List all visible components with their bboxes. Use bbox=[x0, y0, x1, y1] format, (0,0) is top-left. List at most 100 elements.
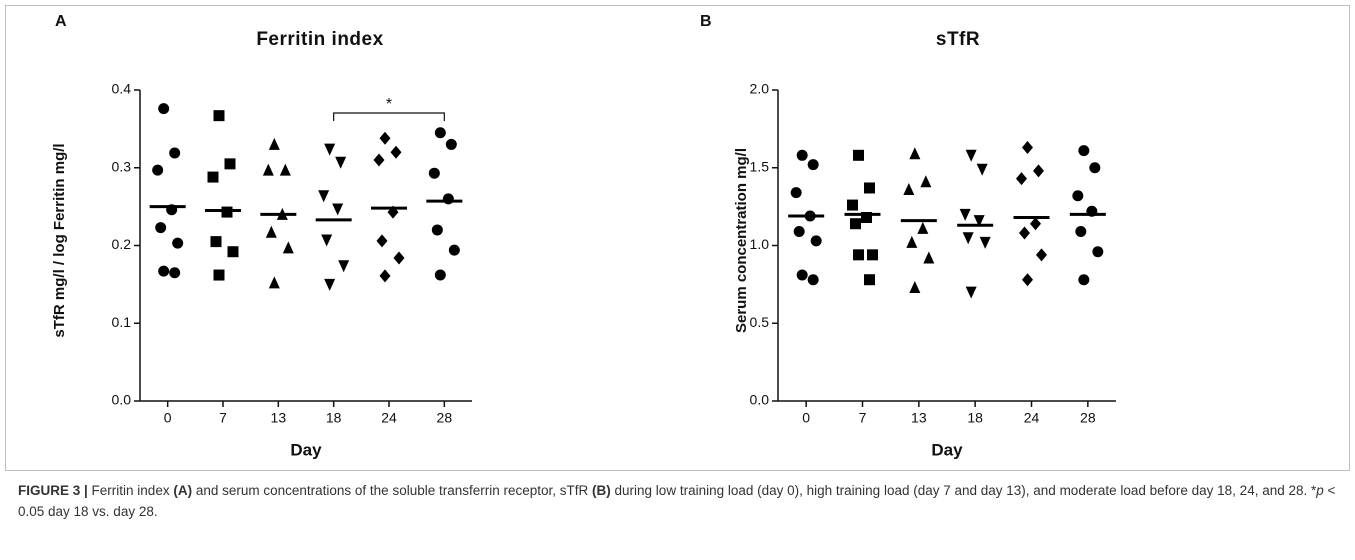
point bbox=[796, 149, 808, 161]
point bbox=[262, 163, 274, 176]
y-axis-title: sTfR mg/l / log Ferritin mg/l bbox=[51, 143, 68, 337]
figure-frame bbox=[5, 5, 1350, 471]
caption-run: and serum concentrations of the soluble … bbox=[192, 483, 593, 498]
point bbox=[973, 215, 985, 228]
point bbox=[434, 127, 446, 139]
point bbox=[318, 190, 330, 203]
chart-title: sTfR bbox=[936, 29, 980, 50]
point bbox=[393, 251, 405, 265]
y-tick-label: 0.2 bbox=[112, 236, 132, 252]
x-axis-title: Day bbox=[290, 440, 322, 459]
point bbox=[1075, 226, 1087, 238]
point bbox=[917, 221, 929, 234]
point bbox=[169, 147, 181, 159]
point bbox=[864, 182, 875, 194]
point bbox=[1089, 162, 1101, 174]
point bbox=[807, 159, 819, 171]
point bbox=[268, 137, 280, 150]
point bbox=[442, 193, 454, 205]
point bbox=[867, 249, 878, 261]
point bbox=[1036, 248, 1047, 262]
y-tick-label: 0.1 bbox=[112, 314, 132, 330]
y-axis-title: Serum concentration mg/l bbox=[733, 148, 750, 333]
y-tick-label: 0.0 bbox=[112, 392, 132, 408]
point bbox=[282, 241, 294, 254]
point bbox=[1019, 226, 1030, 240]
x-tick-label: 0 bbox=[802, 410, 810, 426]
panel-label: A bbox=[55, 13, 67, 30]
point bbox=[861, 212, 872, 224]
point bbox=[796, 269, 808, 281]
point bbox=[324, 143, 336, 156]
point bbox=[1078, 274, 1090, 286]
point bbox=[903, 183, 915, 196]
significance-label: * bbox=[386, 96, 392, 113]
caption-run: (B) bbox=[592, 483, 611, 498]
caption-run: (A) bbox=[173, 483, 193, 498]
point bbox=[847, 199, 858, 211]
point bbox=[959, 208, 971, 221]
x-tick-label: 24 bbox=[1024, 410, 1040, 426]
point bbox=[279, 163, 291, 176]
y-tick-label: 0.4 bbox=[112, 81, 132, 97]
point bbox=[434, 269, 446, 281]
point bbox=[338, 260, 350, 273]
x-tick-label: 18 bbox=[967, 410, 983, 426]
y-tick-label: 0.5 bbox=[750, 314, 770, 330]
point bbox=[210, 236, 222, 248]
point bbox=[853, 249, 864, 261]
point bbox=[807, 274, 819, 286]
x-tick-label: 13 bbox=[911, 410, 927, 426]
point bbox=[1072, 190, 1084, 202]
chart-title: Ferritin index bbox=[256, 29, 383, 50]
point bbox=[321, 234, 333, 247]
point bbox=[793, 226, 805, 238]
point bbox=[909, 280, 921, 293]
caption-run: during low training load (day 0), high t… bbox=[610, 483, 1317, 498]
x-tick-label: 18 bbox=[326, 410, 342, 426]
point bbox=[853, 149, 864, 161]
point bbox=[376, 234, 388, 248]
point bbox=[920, 175, 932, 188]
caption-run: FIGURE 3 | bbox=[18, 483, 92, 498]
significance-bracket bbox=[333, 112, 445, 121]
point bbox=[810, 235, 822, 247]
point bbox=[224, 158, 236, 170]
point bbox=[864, 274, 875, 286]
point bbox=[790, 187, 802, 199]
point bbox=[158, 265, 170, 277]
x-axis-title: Day bbox=[931, 440, 963, 459]
point bbox=[172, 237, 184, 249]
caption-run: < 0.05 day 18 vs. day 28. bbox=[18, 483, 1336, 519]
point bbox=[373, 153, 385, 167]
x-tick-label: 24 bbox=[381, 410, 397, 426]
point bbox=[227, 246, 239, 258]
point bbox=[909, 147, 921, 160]
y-tick-label: 0.3 bbox=[112, 158, 132, 174]
point bbox=[448, 244, 460, 256]
x-tick-label: 13 bbox=[271, 410, 287, 426]
point bbox=[158, 103, 170, 115]
point bbox=[152, 164, 164, 176]
point bbox=[906, 235, 918, 248]
point bbox=[207, 171, 219, 183]
point bbox=[155, 222, 167, 234]
point bbox=[1030, 217, 1041, 231]
y-tick-label: 0.0 bbox=[750, 392, 770, 408]
point bbox=[1033, 164, 1044, 178]
point bbox=[268, 276, 280, 289]
point bbox=[379, 269, 391, 283]
y-tick-label: 1.0 bbox=[750, 236, 770, 252]
point bbox=[1016, 172, 1027, 186]
point bbox=[169, 267, 181, 279]
point bbox=[332, 203, 344, 216]
point bbox=[1078, 145, 1090, 157]
point bbox=[965, 149, 977, 162]
caption: FIGURE 3 | Ferritin index (A) and serum … bbox=[18, 480, 1338, 522]
point bbox=[390, 145, 402, 159]
panel-label: B bbox=[700, 13, 712, 30]
y-tick-label: 1.5 bbox=[750, 158, 770, 174]
point bbox=[965, 286, 977, 299]
caption-run: Ferritin index bbox=[91, 483, 174, 498]
